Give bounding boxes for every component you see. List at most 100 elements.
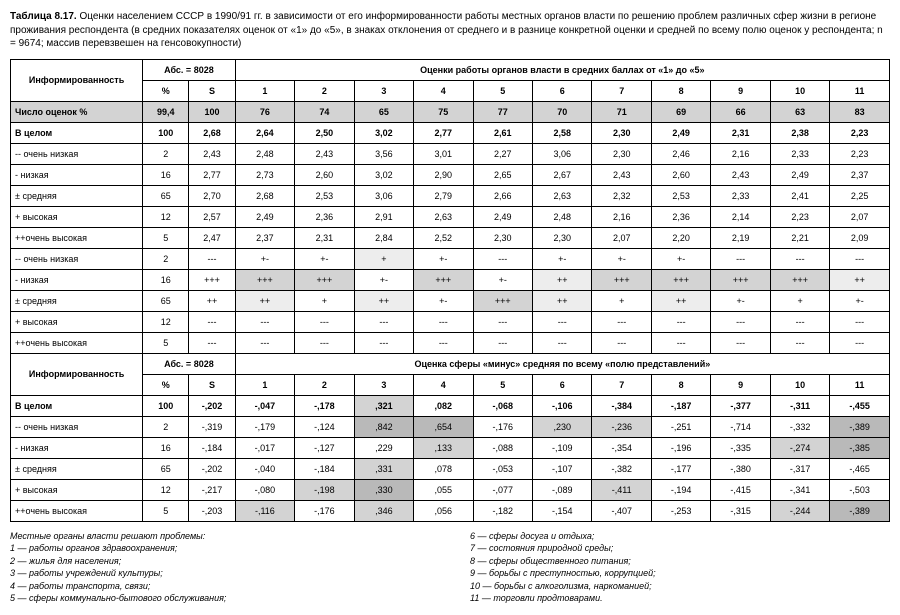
cell: ,654: [414, 416, 473, 437]
cell: 2,16: [592, 206, 651, 227]
cell: ,055: [414, 479, 473, 500]
cell-pct: 65: [143, 185, 189, 206]
cell-pct: 2: [143, 416, 189, 437]
cell: 2,79: [414, 185, 473, 206]
mid-c10: 10: [770, 374, 829, 395]
table-row: -- очень низкая2-,319-,179-,124,842,654-…: [11, 416, 890, 437]
fn-r2: 7 — состояния природной среды;: [470, 542, 890, 555]
hdr-inf: Информированность: [11, 59, 143, 101]
cell: 3,02: [354, 164, 413, 185]
cell-s: 2,77: [189, 164, 235, 185]
table-row: ± средняя652,702,682,533,062,792,662,632…: [11, 185, 890, 206]
cell: +++: [473, 290, 532, 311]
row-label: + высокая: [11, 479, 143, 500]
cell-s: 2,57: [189, 206, 235, 227]
cell: +-: [592, 248, 651, 269]
cell: ++: [830, 269, 890, 290]
cell: 2,53: [651, 185, 710, 206]
cell: ---: [651, 311, 710, 332]
cell: +-: [295, 248, 354, 269]
cell: 2,33: [711, 185, 770, 206]
cell: 2,43: [711, 164, 770, 185]
cell: -,176: [473, 416, 532, 437]
cell: 2,63: [414, 206, 473, 227]
cell: 2,61: [473, 122, 532, 143]
cell: ---: [770, 248, 829, 269]
fn-r6: 11 — торговли продтоварами.: [470, 592, 890, 605]
table-row: + высокая12-,217-,080-,198,330,055-,077-…: [11, 479, 890, 500]
cell-s: 2,70: [189, 185, 235, 206]
mid-c11: 11: [830, 374, 890, 395]
cell: +++: [711, 269, 770, 290]
row-label: -- очень низкая: [11, 248, 143, 269]
table-row: -- очень низкая22,432,482,433,563,012,27…: [11, 143, 890, 164]
cell: ---: [830, 332, 890, 353]
cell: -,182: [473, 500, 532, 521]
cell: 83: [830, 101, 890, 122]
cell: -,335: [711, 437, 770, 458]
hdr-c2: 2: [295, 80, 354, 101]
cell: 2,20: [651, 227, 710, 248]
cell: 2,65: [473, 164, 532, 185]
cell: +-: [830, 290, 890, 311]
cell: 2,33: [770, 143, 829, 164]
cell-pct: 12: [143, 479, 189, 500]
cell-s: 2,47: [189, 227, 235, 248]
cell: -,178: [295, 395, 354, 416]
cell: 3,02: [354, 122, 413, 143]
cell: -,187: [651, 395, 710, 416]
footnotes-right: 6 — сферы досуга и отдыха; 7 — состояния…: [470, 530, 890, 606]
cell: 2,48: [533, 206, 592, 227]
table-row: В целом100-,202-,047-,178,321,082-,068-,…: [11, 395, 890, 416]
cell: 2,43: [295, 143, 354, 164]
table-row: ++очень высокая52,472,372,312,842,522,30…: [11, 227, 890, 248]
header-row-1: Информированность Абс. = 8028 Оценки раб…: [11, 59, 890, 80]
mid-c1: 1: [235, 374, 294, 395]
cell: 2,36: [651, 206, 710, 227]
cell: 2,36: [295, 206, 354, 227]
hdr-eval-b: Оценка сферы «минус» средняя по всему «п…: [235, 353, 889, 374]
row-label: ++очень высокая: [11, 500, 143, 521]
cell: ,330: [354, 479, 413, 500]
cell: -,017: [235, 437, 294, 458]
cell: -,274: [770, 437, 829, 458]
cell: 2,23: [830, 122, 890, 143]
mid-c4: 4: [414, 374, 473, 395]
cell-s: ++: [189, 290, 235, 311]
cell-pct: 16: [143, 164, 189, 185]
cell-pct: 12: [143, 311, 189, 332]
mid-header-row-2: % S 1 2 3 4 5 6 7 8 9 10 11: [11, 374, 890, 395]
cell-pct: 16: [143, 269, 189, 290]
hdr-c5: 5: [473, 80, 532, 101]
cell: 3,01: [414, 143, 473, 164]
cell: +-: [235, 248, 294, 269]
cell: +++: [235, 269, 294, 290]
fn-l4: 4 — работы транспорта, связи;: [10, 580, 430, 593]
cell: +-: [414, 248, 473, 269]
cell: -,311: [770, 395, 829, 416]
cell: -,177: [651, 458, 710, 479]
cell: ,346: [354, 500, 413, 521]
mid-c9: 9: [711, 374, 770, 395]
cell: -,077: [473, 479, 532, 500]
cell: +++: [592, 269, 651, 290]
main-table: Информированность Абс. = 8028 Оценки раб…: [10, 59, 890, 522]
cell: 2,50: [295, 122, 354, 143]
cell-s: -,202: [189, 395, 235, 416]
cell: +-: [354, 269, 413, 290]
cell: 65: [354, 101, 413, 122]
row-label: + высокая: [11, 311, 143, 332]
cell: ---: [235, 311, 294, 332]
cell: +-: [711, 290, 770, 311]
fn-r4: 9 — борьбы с преступностью, коррупцией;: [470, 567, 890, 580]
mid-hdr-pct: %: [143, 374, 189, 395]
cell: -,154: [533, 500, 592, 521]
cell: 63: [770, 101, 829, 122]
cell: -,385: [830, 437, 890, 458]
cell: ---: [592, 311, 651, 332]
cell: 2,60: [295, 164, 354, 185]
cell: 2,31: [295, 227, 354, 248]
cell: +-: [533, 248, 592, 269]
row-label: Число оценок %: [11, 101, 143, 122]
cell: ---: [414, 332, 473, 353]
